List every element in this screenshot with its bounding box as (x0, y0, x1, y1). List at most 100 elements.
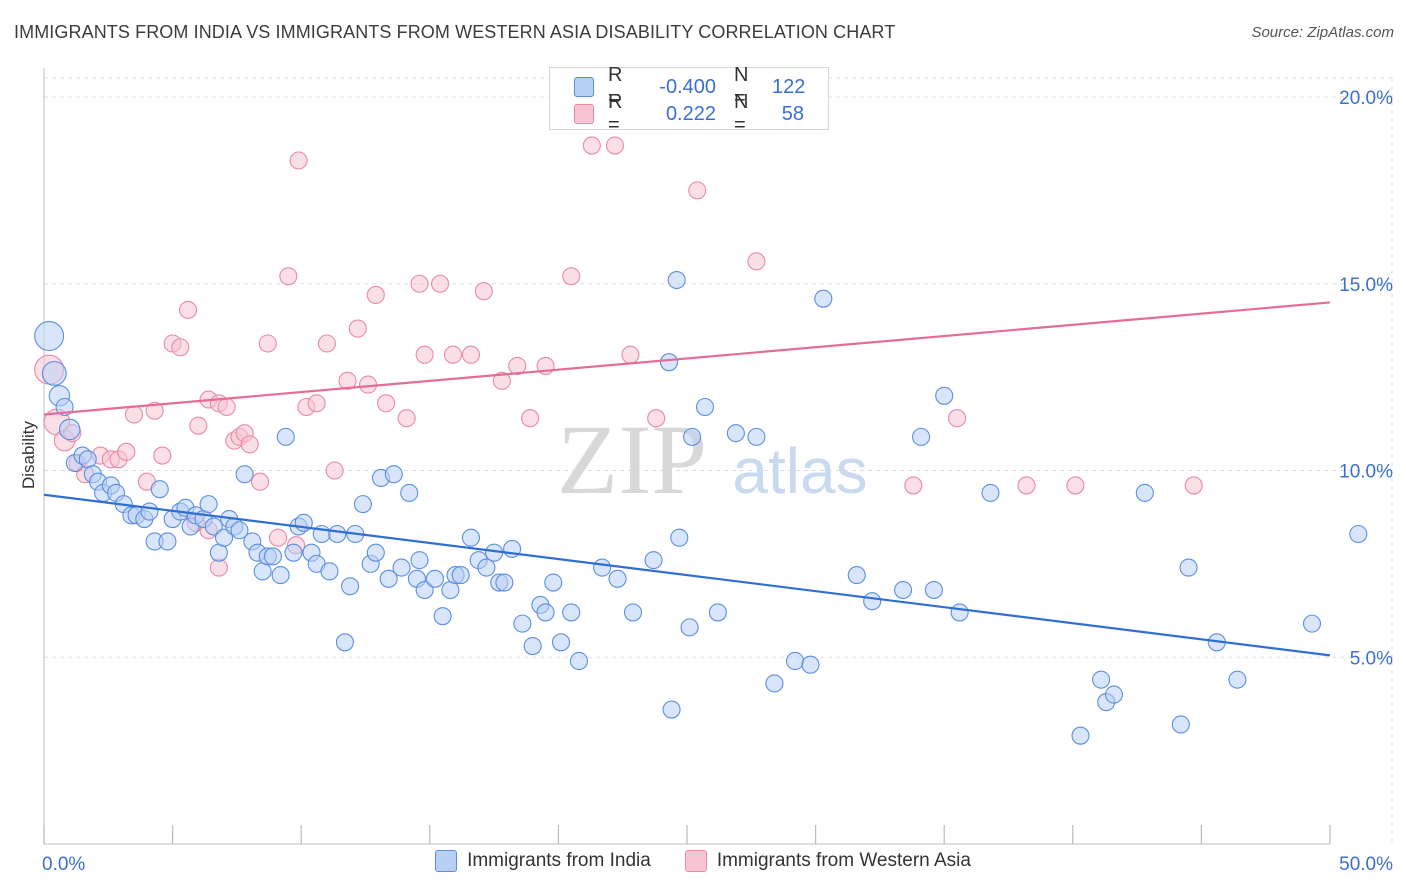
point-india (1135, 483, 1154, 502)
legend-swatch-blue (435, 850, 458, 872)
point-western-asia (461, 345, 481, 364)
stats-n-label-blue: N = (734, 64, 749, 109)
stats-r-label-blue: R = (608, 64, 623, 109)
stats-swatch-pink (574, 104, 594, 124)
watermark: ZIP atlas (557, 404, 868, 515)
stats-n-label-pink: N = (734, 91, 749, 136)
y-tick-label: 5.0% (1350, 648, 1393, 669)
point-india (785, 651, 805, 671)
point-india (199, 495, 218, 514)
point-western-asia (1184, 476, 1203, 495)
point-western-asia (521, 409, 540, 428)
point-india (544, 573, 563, 592)
y-axis-title: Disability (19, 420, 38, 489)
x-tick-label: 50.0% (1339, 854, 1393, 875)
point-western-asia (1017, 476, 1036, 495)
point-india (1071, 726, 1090, 745)
grid (44, 77, 1393, 844)
point-western-asia (325, 461, 344, 480)
point-western-asia (1066, 476, 1085, 495)
chart-title: IMMIGRANTS FROM INDIA VS IMMIGRANTS FROM… (14, 22, 896, 42)
point-india (814, 289, 833, 308)
point-india (461, 528, 481, 547)
x-tick-label: 0.0% (42, 854, 85, 875)
point-india (34, 321, 65, 352)
point-india (140, 502, 159, 521)
point-india (562, 603, 581, 622)
stats-swatch-blue (574, 77, 594, 97)
point-india (320, 562, 339, 581)
point-western-asia (492, 371, 511, 390)
legend-item-pink[interactable]: Immigrants from Western Asia (684, 850, 971, 872)
point-western-asia (605, 136, 625, 155)
legend-swatch-pink (684, 850, 707, 872)
point-india (150, 480, 169, 499)
point-india (335, 633, 354, 652)
point-india (659, 353, 679, 372)
point-western-asia (431, 274, 450, 293)
point-western-asia (178, 300, 198, 319)
point-india (230, 521, 249, 540)
point-western-asia (621, 345, 640, 364)
point-western-asia (415, 345, 434, 364)
trend-lines (43, 301, 1331, 657)
point-western-asia (153, 446, 172, 465)
point-western-asia (269, 528, 288, 547)
point-india (1104, 685, 1124, 704)
point-india (392, 558, 411, 577)
point-india (276, 427, 295, 446)
point-india (271, 566, 290, 585)
point-india (341, 577, 360, 596)
stats-r-value-blue: -0.400 (659, 75, 716, 98)
point-india (924, 580, 943, 600)
point-western-asia (117, 442, 136, 461)
point-india (847, 566, 866, 585)
stats-r-label-pink: R = (608, 91, 623, 136)
point-india (801, 655, 820, 674)
point-india (433, 607, 452, 626)
point-india (765, 674, 784, 693)
point-western-asia (904, 476, 923, 495)
trend-line-india (43, 493, 1331, 657)
point-western-asia (289, 151, 308, 170)
point-india (384, 465, 403, 484)
point-western-asia (171, 338, 190, 357)
stats-legend: R = -0.400 N = 122 R = 0.222 N = 58 (549, 64, 829, 136)
point-western-asia (240, 435, 259, 454)
point-western-asia (366, 285, 385, 305)
axes (43, 68, 1331, 845)
point-western-asia (582, 136, 601, 155)
point-western-asia (562, 267, 581, 286)
point-india (1302, 614, 1322, 633)
point-india (235, 465, 254, 484)
point-india (863, 592, 882, 611)
y-tick-label: 20.0% (1339, 88, 1393, 109)
point-western-asia (688, 181, 707, 200)
point-india (593, 558, 612, 577)
legend-label-blue: Immigrants from India (467, 850, 651, 871)
point-western-asia (307, 394, 326, 413)
source-label: Source: ZipAtlas.com (1251, 24, 1394, 41)
point-western-asia (258, 334, 277, 353)
series-legend: Immigrants from India Immigrants from We… (0, 850, 1406, 872)
point-india (41, 360, 67, 386)
stats-n-value-pink: 58 (781, 102, 804, 125)
legend-item-blue[interactable]: Immigrants from India (435, 850, 651, 872)
watermark-atlas: atlas (732, 435, 867, 507)
point-india (1349, 524, 1368, 544)
point-india (536, 603, 555, 622)
point-western-asia (474, 282, 493, 301)
stats-n-value-blue: 122 (772, 75, 806, 98)
point-india (608, 569, 627, 588)
point-western-asia (410, 274, 429, 293)
point-western-asia (359, 375, 378, 394)
point-india (1179, 558, 1198, 577)
point-india (623, 603, 643, 622)
point-india (495, 573, 514, 592)
point-india (644, 551, 663, 570)
point-western-asia (338, 371, 357, 390)
point-india (58, 418, 81, 441)
point-western-asia (647, 409, 666, 428)
point-india (662, 700, 681, 719)
